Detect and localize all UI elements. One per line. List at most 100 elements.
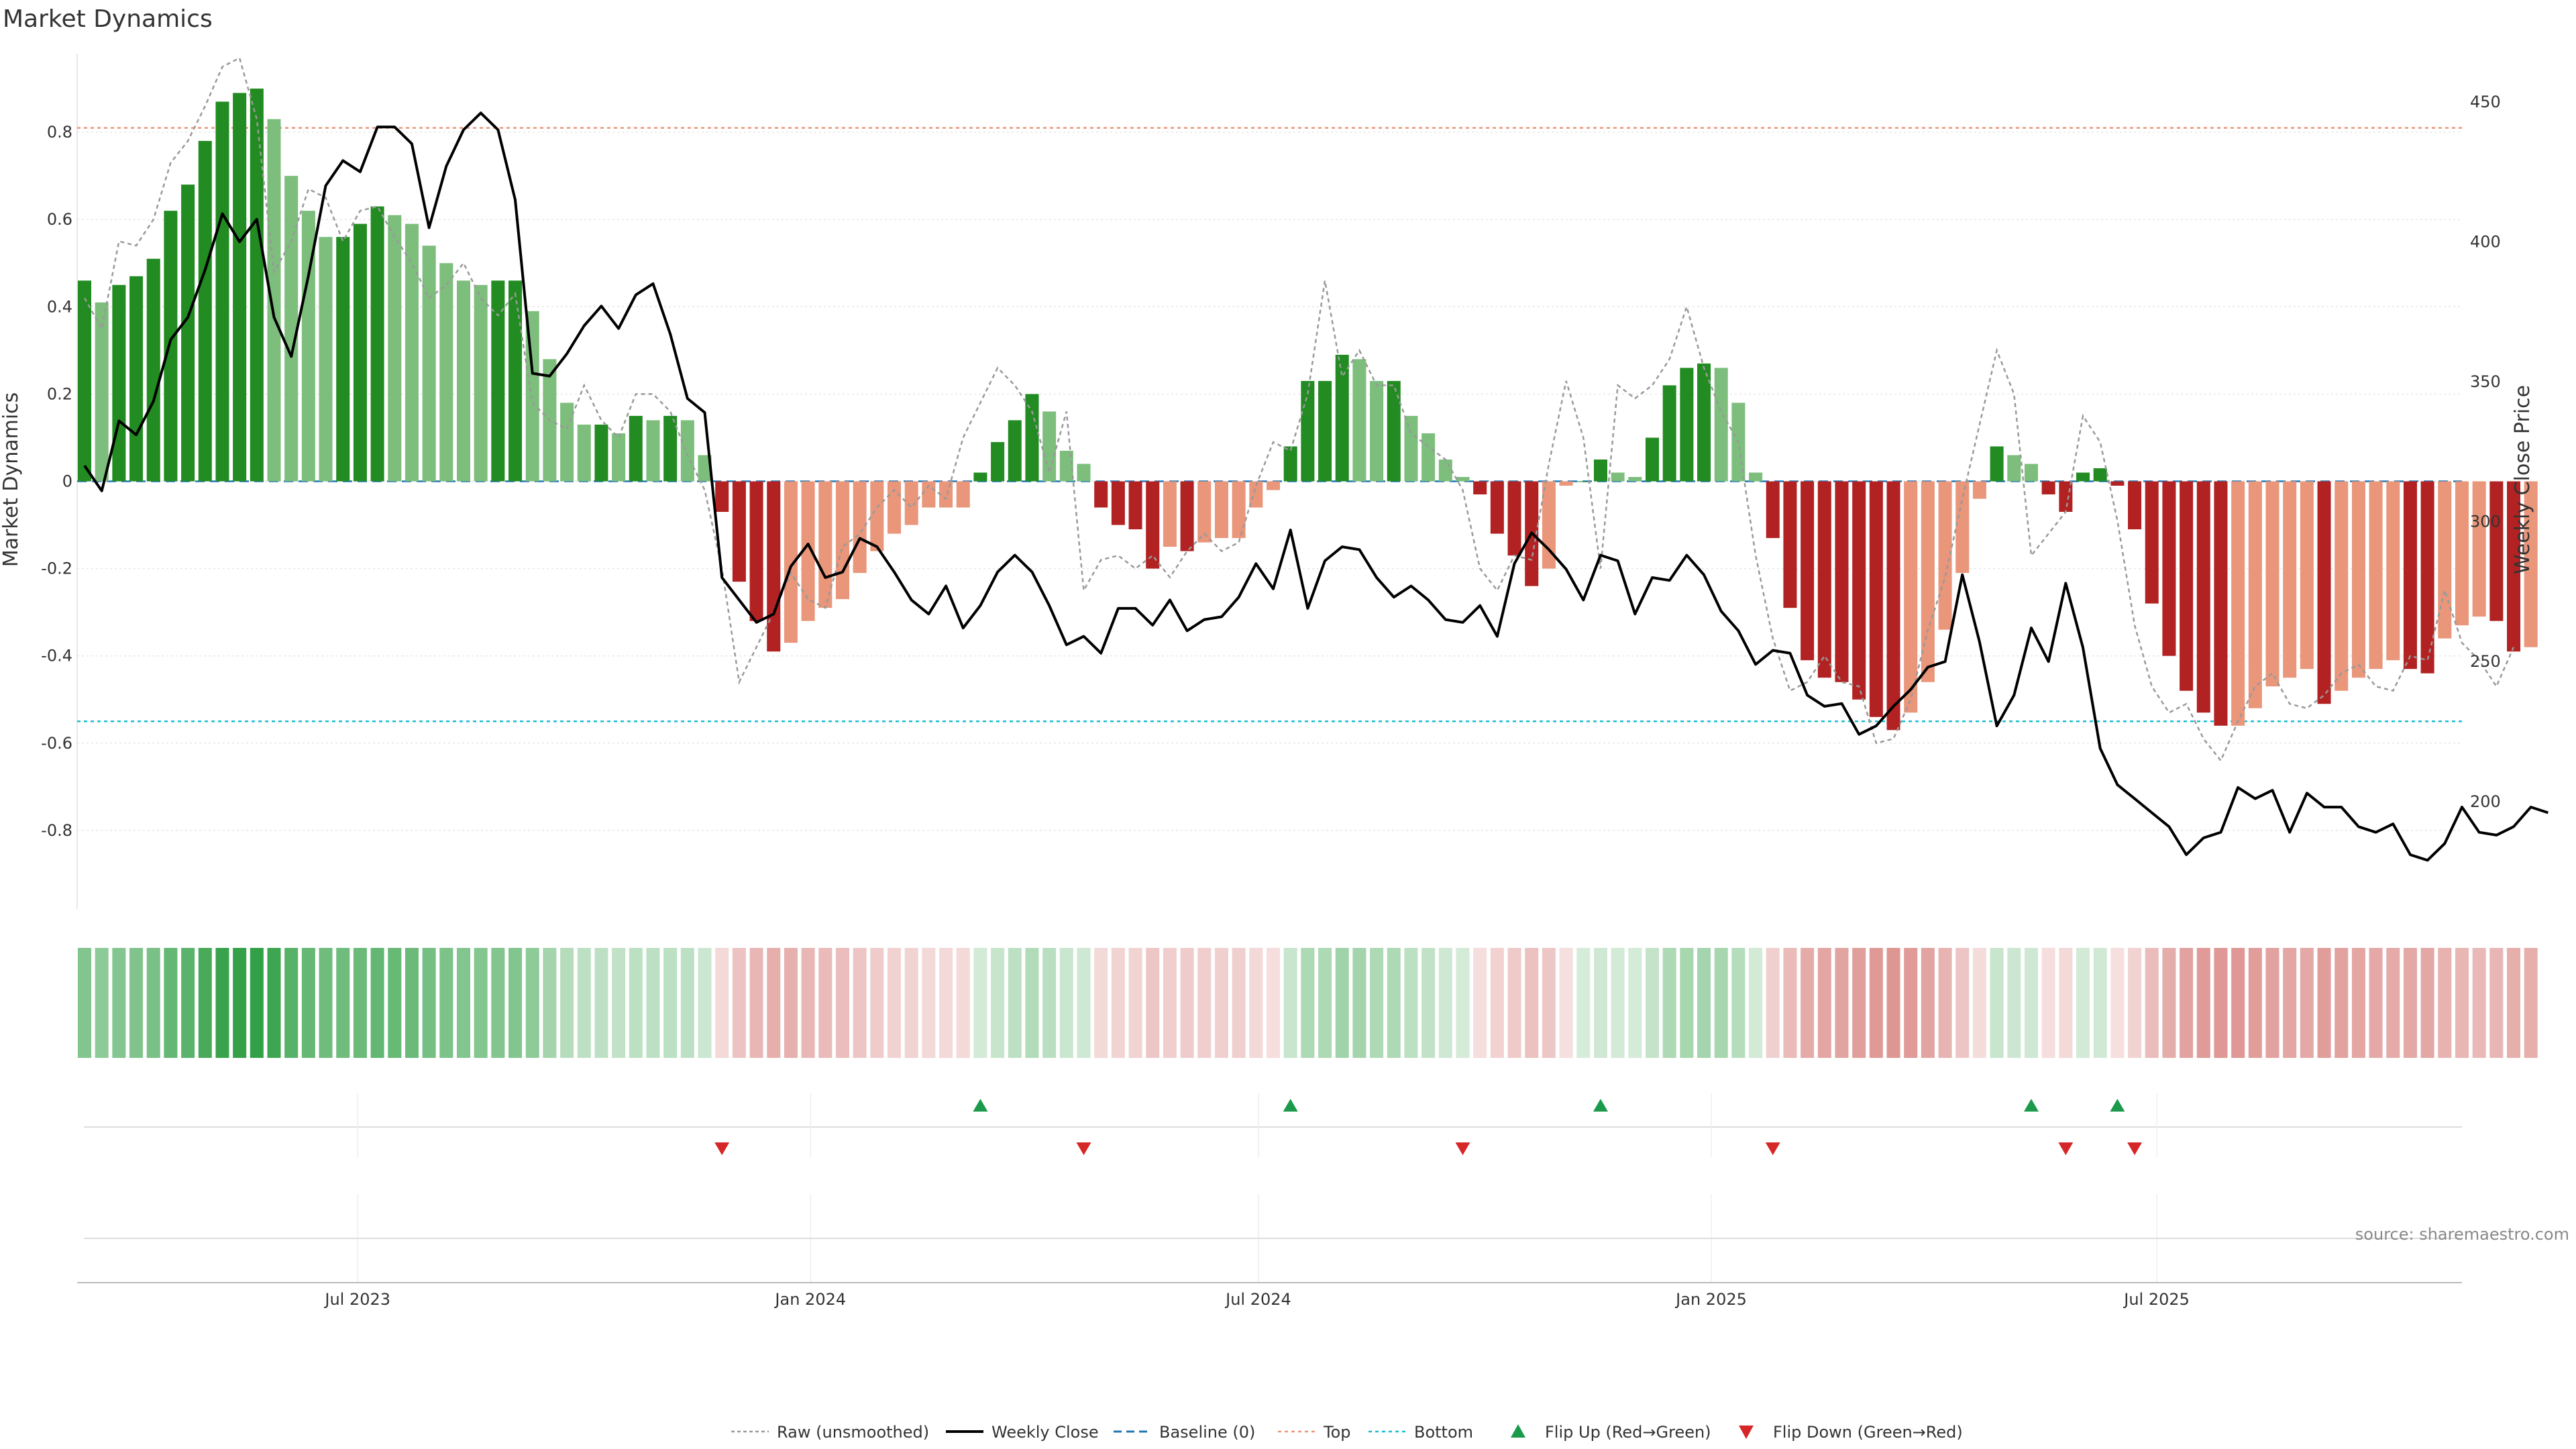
bar	[1749, 472, 1763, 482]
heat-cell	[1904, 948, 1918, 1058]
heat-cell	[2489, 948, 2504, 1058]
bar	[2110, 481, 2125, 486]
bar	[1077, 464, 1091, 482]
heat-cell	[1232, 948, 1246, 1058]
heat-cell	[2059, 948, 2073, 1058]
heat-cell	[612, 948, 626, 1058]
heat-cell	[1059, 948, 1073, 1058]
heat-cell	[1542, 948, 1556, 1058]
bar	[1680, 368, 1694, 482]
heat-cell	[2369, 948, 2383, 1058]
bar	[577, 424, 591, 482]
bar	[1938, 481, 1952, 630]
flip-down-marker	[2058, 1142, 2074, 1155]
y-tick-label-right: 200	[2470, 792, 2501, 811]
flip-up-marker	[1283, 1099, 1298, 1112]
heat-cell	[715, 948, 729, 1058]
bar	[2300, 481, 2314, 669]
heat-cell	[181, 948, 195, 1058]
heat-cell	[198, 948, 212, 1058]
heat-cell	[973, 948, 987, 1058]
heat-cell	[2024, 948, 2038, 1058]
heat-cell	[2420, 948, 2434, 1058]
heat-cell	[870, 948, 884, 1058]
heat-cell	[2317, 948, 2331, 1058]
heat-cell	[853, 948, 867, 1058]
heat-cell	[1525, 948, 1539, 1058]
bar	[732, 481, 746, 582]
heat-cell	[1025, 948, 1039, 1058]
heat-cell	[680, 948, 694, 1058]
heat-cell	[508, 948, 523, 1058]
bar	[1335, 354, 1349, 482]
heat-cell	[1163, 948, 1177, 1058]
heat-cell	[336, 948, 350, 1058]
heat-cell	[1921, 948, 1935, 1058]
heat-cell	[1387, 948, 1401, 1058]
legend-item: Weekly Close	[946, 1423, 1099, 1442]
y-axis-label-left: Market Dynamics	[0, 392, 23, 568]
heat-cell	[1559, 948, 1573, 1058]
heat-cell	[2076, 948, 2090, 1058]
bar	[2265, 481, 2279, 687]
heat-cell	[1835, 948, 1849, 1058]
bar	[1456, 476, 1470, 482]
heat-cell	[1180, 948, 1194, 1058]
heat-cell	[1662, 948, 1676, 1058]
bar	[1835, 481, 1849, 682]
bar	[698, 455, 712, 482]
source-note: source: sharemaestro.com	[2355, 1225, 2569, 1244]
bar	[801, 481, 815, 621]
legend-label: Flip Down (Green→Red)	[1773, 1423, 1963, 1442]
bar	[2196, 481, 2210, 713]
bar	[95, 302, 109, 482]
heat-cell	[629, 948, 643, 1058]
heat-cell	[1869, 948, 1883, 1058]
heat-cell	[2386, 948, 2400, 1058]
bar	[1955, 481, 1970, 574]
bar	[680, 420, 694, 482]
flip-up-marker	[2110, 1099, 2125, 1112]
heat-cell	[456, 948, 471, 1058]
heat-cell	[2300, 948, 2314, 1058]
heat-cell	[2507, 948, 2521, 1058]
bar	[1645, 437, 1660, 482]
heat-cell	[146, 948, 160, 1058]
heat-cell	[1680, 948, 1694, 1058]
heat-cell	[2265, 948, 2279, 1058]
heat-cell	[2128, 948, 2142, 1058]
bar	[1852, 481, 1866, 700]
bar	[1232, 481, 1246, 539]
heat-cell	[164, 948, 178, 1058]
bar	[1628, 476, 1642, 482]
heat-cell	[888, 948, 902, 1058]
heat-cell	[1955, 948, 1970, 1058]
bar	[2455, 481, 2469, 626]
bar	[77, 280, 92, 482]
legend-swatch	[1739, 1426, 1754, 1439]
bar	[2420, 481, 2434, 674]
bar	[215, 101, 229, 482]
heat-cell	[1266, 948, 1281, 1058]
bar	[1318, 380, 1332, 482]
heat-cell	[577, 948, 591, 1058]
flip-down-marker	[714, 1142, 730, 1155]
bar	[198, 141, 212, 482]
heat-cell	[112, 948, 126, 1058]
y-tick-label-left: 0.8	[47, 123, 72, 142]
bar	[474, 284, 488, 482]
chart-title: Market Dynamics	[3, 5, 213, 33]
heat-cell	[784, 948, 798, 1058]
bar	[2403, 481, 2417, 669]
heat-cell	[370, 948, 384, 1058]
bar	[1438, 459, 1452, 482]
legend-label: Flip Up (Red→Green)	[1545, 1423, 1711, 1442]
bar	[629, 415, 643, 482]
heat-cell	[2438, 948, 2452, 1058]
bar	[2145, 481, 2159, 604]
heat-cell	[1490, 948, 1504, 1058]
heat-cell	[922, 948, 936, 1058]
bar	[1111, 481, 1125, 525]
heat-cell	[2162, 948, 2176, 1058]
x-tick-label: Jul 2025	[2123, 1290, 2190, 1309]
